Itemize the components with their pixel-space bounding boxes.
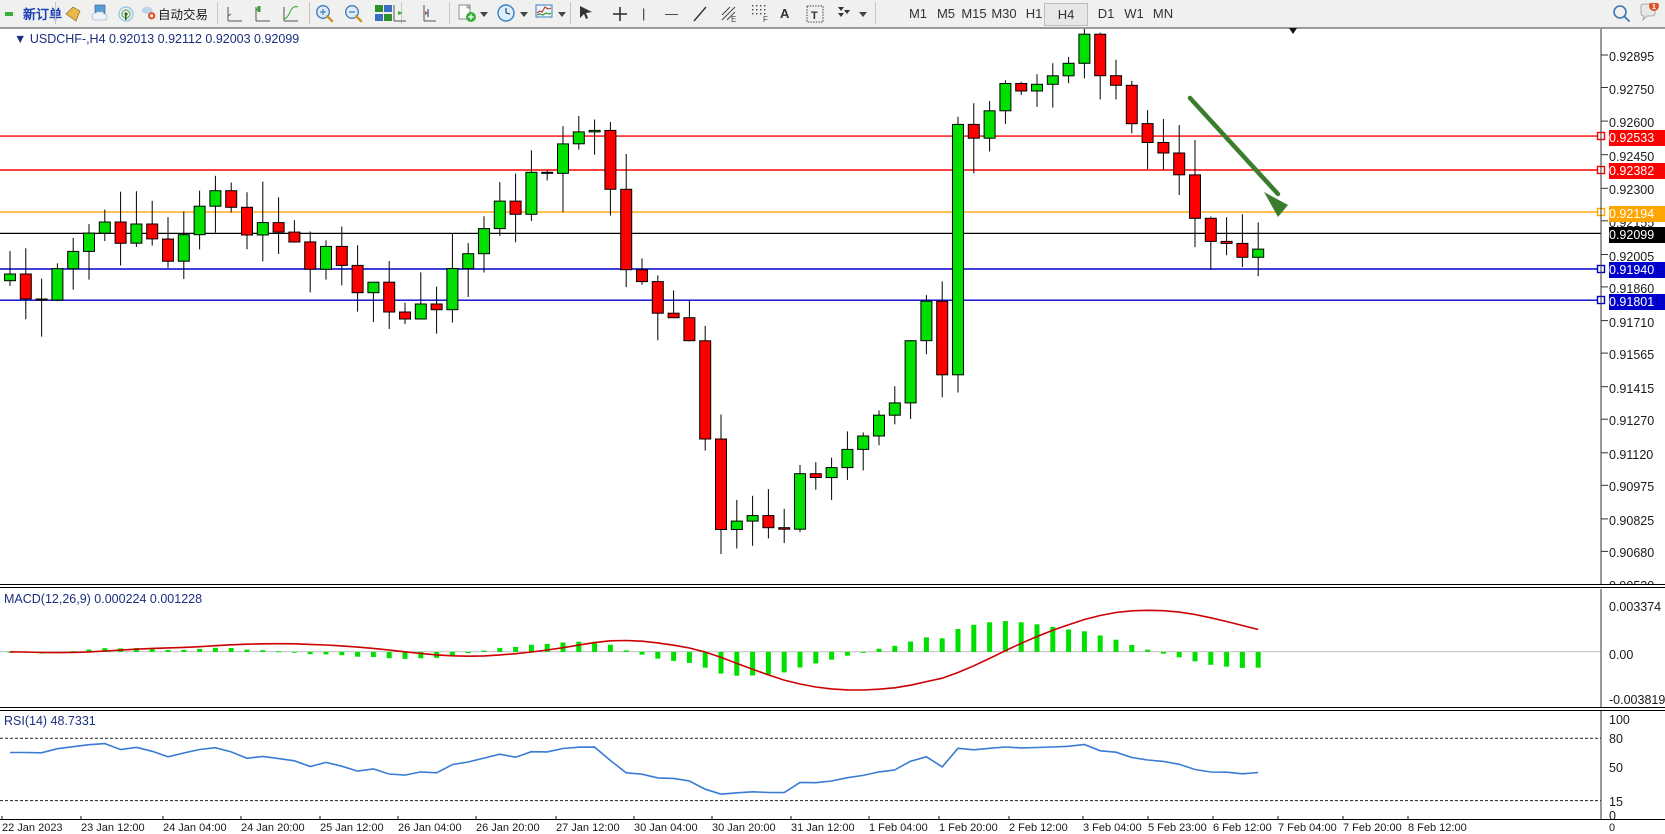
- svg-text:E: E: [731, 15, 736, 24]
- svg-text:1: 1: [1652, 3, 1656, 11]
- svg-text:T: T: [811, 10, 818, 22]
- svg-text:F: F: [763, 15, 768, 24]
